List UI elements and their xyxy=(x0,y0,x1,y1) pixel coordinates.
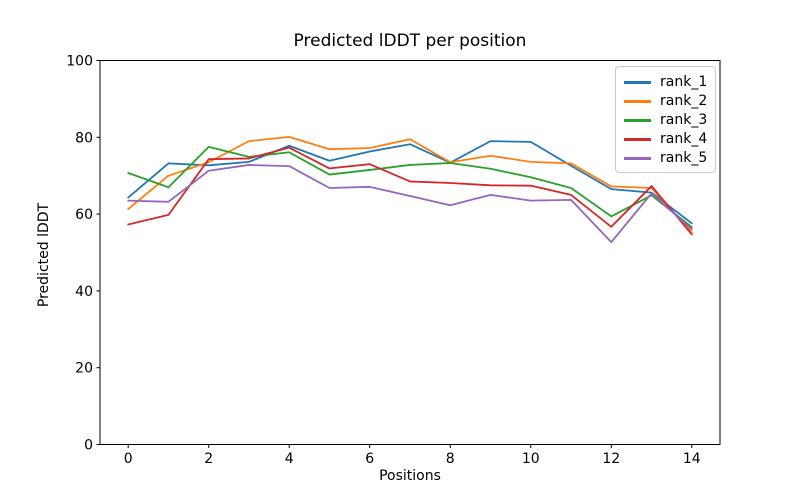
y-tick-label: 0 xyxy=(84,438,93,454)
series-line-rank_1 xyxy=(127,140,693,225)
legend-label-rank_1: rank_1 xyxy=(660,74,708,90)
x-tick-label: 2 xyxy=(204,451,213,467)
x-tick-label: 4 xyxy=(285,451,294,467)
legend-entry-rank_3: rank_3 xyxy=(624,111,709,130)
legend-swatch-rank_3 xyxy=(624,119,651,122)
legend-label-rank_3: rank_3 xyxy=(660,112,708,128)
legend-swatch-rank_1 xyxy=(624,81,651,84)
legend-entry-rank_2: rank_2 xyxy=(624,92,709,111)
chart-title: Predicted lDDT per position xyxy=(293,31,527,51)
legend-swatch-rank_5 xyxy=(624,157,651,160)
legend-entry-rank_4: rank_4 xyxy=(624,130,709,149)
x-tick-label: 14 xyxy=(683,451,701,467)
y-tick-label: 40 xyxy=(75,284,93,300)
legend-label-rank_5: rank_5 xyxy=(660,150,708,166)
x-tick-label: 8 xyxy=(446,451,455,467)
series-line-rank_4 xyxy=(127,146,693,236)
legend-label-rank_2: rank_2 xyxy=(660,93,708,109)
y-tick-label: 80 xyxy=(75,130,93,146)
axes-frame xyxy=(99,60,721,445)
x-tick-label: 10 xyxy=(522,451,540,467)
series-line-rank_5 xyxy=(127,164,693,244)
y-tick-label: 60 xyxy=(75,207,93,223)
legend: rank_1 rank_2 rank_3 rank_4 rank_5 xyxy=(615,66,716,173)
x-tick-label: 6 xyxy=(365,451,374,467)
legend-entry-rank_5: rank_5 xyxy=(624,149,709,168)
legend-label-rank_4: rank_4 xyxy=(660,131,708,147)
legend-swatch-rank_4 xyxy=(624,138,651,141)
x-axis-label: Positions xyxy=(379,468,441,484)
x-tick-label: 12 xyxy=(602,451,620,467)
series-line-rank_3 xyxy=(127,145,693,229)
legend-swatch-rank_2 xyxy=(624,100,651,103)
y-tick-label: 20 xyxy=(75,361,93,377)
y-tick-label: 100 xyxy=(66,54,93,70)
series-line-rank_2 xyxy=(127,136,693,234)
x-tick-label: 0 xyxy=(124,451,133,467)
legend-entry-rank_1: rank_1 xyxy=(624,73,709,92)
